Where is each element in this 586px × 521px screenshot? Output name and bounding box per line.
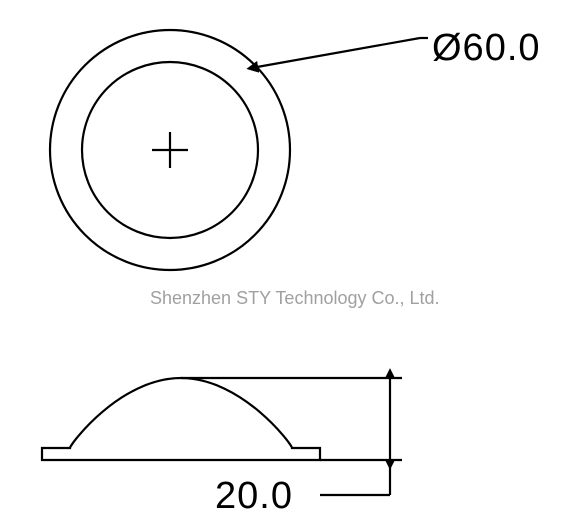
side-profile bbox=[42, 378, 320, 460]
diameter-label: Ø60.0 bbox=[432, 27, 541, 69]
engineering-drawing: Ø60.0 20.0 bbox=[0, 0, 586, 521]
diameter-leader-angled bbox=[257, 38, 420, 67]
height-label: 20.0 bbox=[215, 475, 293, 517]
